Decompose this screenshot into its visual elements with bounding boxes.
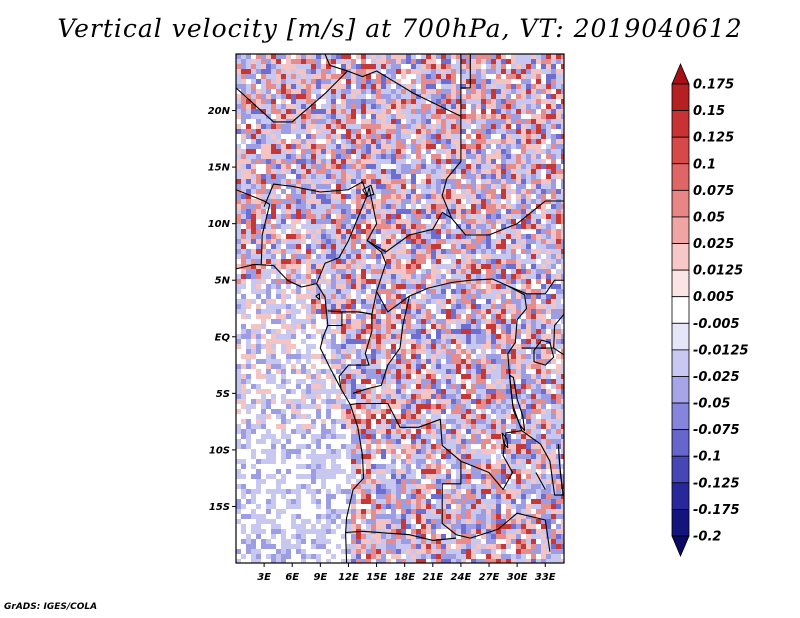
- lon-label: 9E: [313, 572, 327, 583]
- colorbar-box: [671, 216, 690, 244]
- lon-label: 15E: [366, 572, 387, 583]
- border-line: [533, 339, 555, 366]
- lat-label: 5N: [215, 276, 231, 287]
- colorbar-label: 0.05: [693, 210, 725, 225]
- border-line: [338, 311, 373, 389]
- longitude-axis: 3E 6E 9E 12E 15E 18E 21E 24E 27E 30E 33E: [257, 563, 556, 583]
- colorbar-label: -0.005: [693, 317, 740, 332]
- colorbar-label: -0.05: [693, 397, 730, 412]
- border-line: [441, 483, 471, 539]
- colorbar-label: -0.2: [693, 530, 721, 545]
- lat-label: 5S: [216, 389, 230, 400]
- border-line: [324, 54, 462, 117]
- colorbar-label: 0.0125: [693, 264, 743, 279]
- colorbar-label: 0.125: [693, 131, 734, 146]
- colorbar-top-arrow: [671, 62, 690, 85]
- colorbar-box: [671, 429, 690, 457]
- colorbar-bottom-arrow: [671, 535, 690, 558]
- border-line: [316, 187, 370, 284]
- border-line: [535, 472, 546, 490]
- border-line: [236, 189, 270, 205]
- colorbar-box: [671, 163, 690, 191]
- border-line: [236, 70, 348, 123]
- vertical-velocity-field: [236, 54, 564, 563]
- colorbar-box: [671, 509, 690, 537]
- colorbar-label: -0.075: [693, 423, 740, 438]
- colorbar-box: [671, 376, 690, 404]
- colorbar-box: [671, 296, 690, 324]
- map-title: Vertical velocity [m/s] at 700hPa, VT: 2…: [57, 14, 743, 43]
- border-line: [509, 374, 526, 432]
- border-line: [315, 293, 320, 301]
- border-line: [263, 181, 368, 207]
- lat-label: 15N: [208, 163, 231, 174]
- map-frame: [235, 53, 565, 564]
- border-line: [352, 295, 410, 394]
- colorbar-box: [671, 243, 690, 271]
- border-line: [350, 402, 462, 485]
- border-line: [451, 200, 564, 236]
- colorbar-label: -0.025: [693, 370, 740, 385]
- colorbar-box: [671, 110, 690, 138]
- border-line: [521, 430, 564, 496]
- colorbar-box: [671, 482, 690, 510]
- colorbar-label: 0.15: [693, 104, 725, 119]
- border-line: [362, 184, 375, 198]
- lat-label: EQ: [215, 332, 231, 343]
- colorbar-label: -0.0125: [693, 343, 749, 358]
- border-line: [366, 211, 452, 253]
- colorbar: 0.175 0.15 0.125 0.1 0.075 0.05 0.025 0.0125 0.0…: [671, 62, 749, 558]
- lon-label: 6E: [285, 572, 299, 583]
- lon-label: 12E: [338, 572, 359, 583]
- colorbar-label: 0.025: [693, 237, 734, 252]
- colorbar-label: 0.075: [693, 184, 734, 199]
- border-line: [376, 278, 493, 313]
- lat-label: 15S: [209, 502, 230, 513]
- lon-label: 33E: [535, 572, 556, 583]
- colorbar-label: -0.125: [693, 476, 740, 491]
- border-line: [260, 204, 271, 265]
- border-line: [492, 278, 564, 295]
- lat-label: 20N: [208, 106, 231, 117]
- border-line: [441, 116, 462, 219]
- lon-label: 3E: [257, 572, 271, 583]
- colorbar-label: 0.1: [693, 157, 716, 172]
- lon-label: 21E: [422, 572, 443, 583]
- lon-label: 27E: [479, 572, 500, 583]
- border-line: [557, 444, 564, 496]
- colorbar-box: [671, 402, 690, 431]
- border-line: [327, 311, 343, 327]
- border-line: [501, 432, 509, 449]
- lon-label: 30E: [507, 572, 528, 583]
- colorbar-label: 0.175: [693, 78, 734, 93]
- border-line: [470, 512, 551, 552]
- lon-label: 18E: [394, 572, 415, 583]
- colorbar-box: [671, 269, 690, 298]
- grads-credit: GrADS: IGES/COLA: [4, 602, 98, 612]
- colorbar-box: [671, 349, 690, 377]
- colorbar-label: -0.1: [693, 450, 721, 465]
- border-line: [553, 291, 564, 349]
- lon-label: 24E: [451, 572, 472, 583]
- colorbar-label: -0.175: [693, 503, 740, 518]
- lat-label: 10S: [209, 445, 230, 456]
- colorbar-box: [671, 83, 690, 111]
- country-borders: [236, 54, 564, 563]
- border-line: [236, 263, 365, 563]
- colorbar-box: [671, 136, 690, 165]
- colorbar-box: [671, 189, 690, 218]
- border-line: [460, 54, 471, 89]
- border-line: [345, 530, 457, 541]
- colorbar-label: 0.005: [693, 290, 734, 305]
- lat-label: 10N: [208, 219, 231, 230]
- colorbar-box: [671, 322, 690, 351]
- colorbar-box: [671, 455, 690, 484]
- latitude-axis: 20N 15N 10N 5N EQ 5S 10S 15S: [208, 106, 236, 513]
